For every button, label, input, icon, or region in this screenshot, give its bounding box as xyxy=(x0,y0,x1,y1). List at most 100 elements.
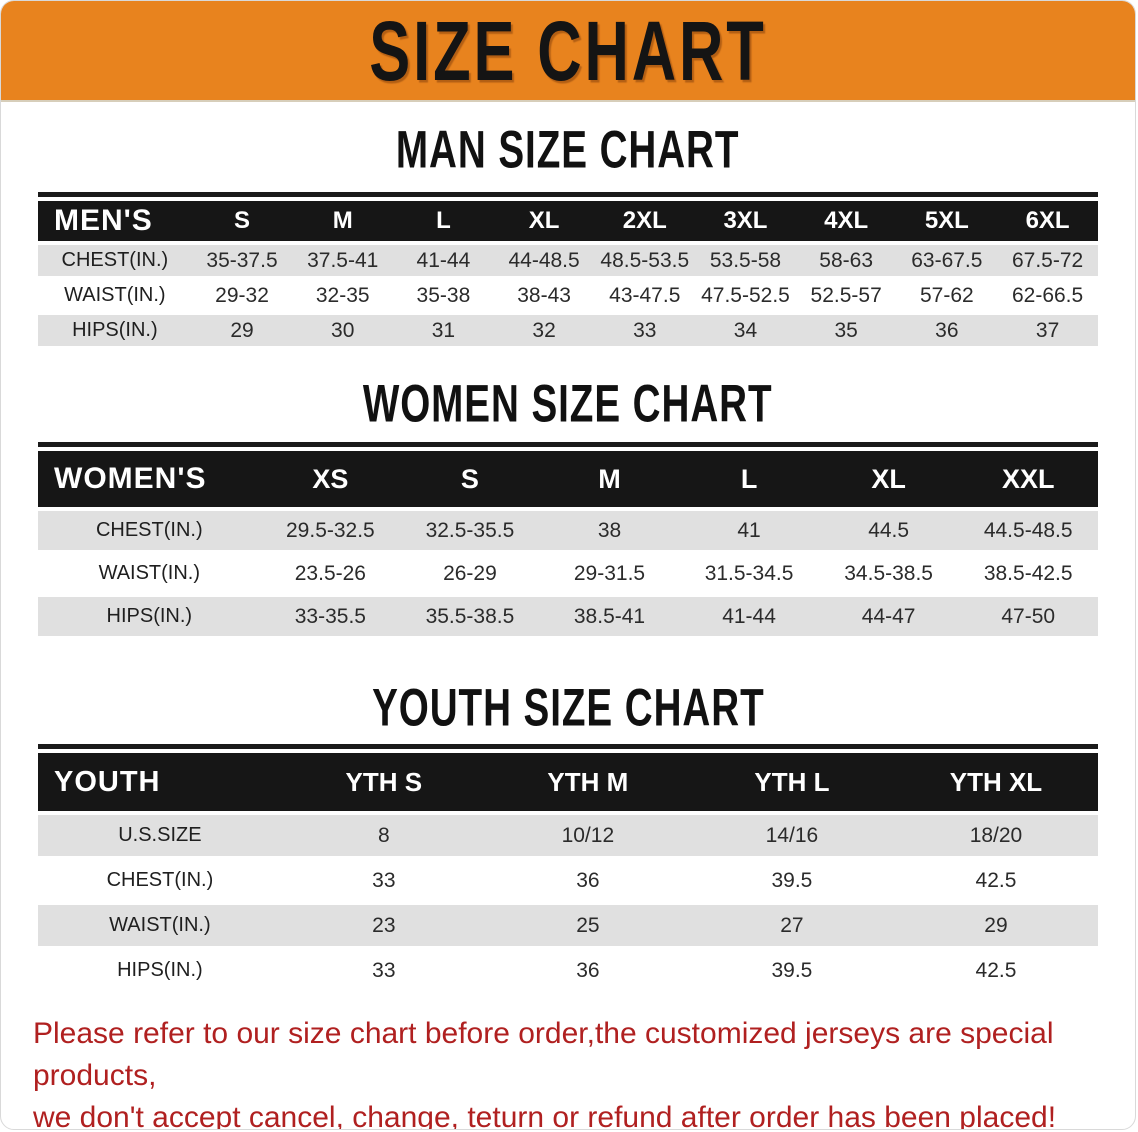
measure-row-label: HIPS(IN.) xyxy=(38,950,282,991)
measure-value: 35.5-38.5 xyxy=(400,597,540,636)
measure-value: 33-35.5 xyxy=(260,597,401,636)
size-column-header: YTH XL xyxy=(893,753,1098,811)
measure-value: 48.5-53.5 xyxy=(594,245,696,276)
measure-value: 44.5-48.5 xyxy=(958,511,1098,550)
women-size-chart-heading: WOMEN SIZE CHART xyxy=(1,374,1135,433)
measure-row-label: CHEST(IN.) xyxy=(38,511,261,550)
measure-row-label: CHEST(IN.) xyxy=(38,245,192,276)
size-header-row: WOMEN'S XS S M L XL XXL xyxy=(38,451,1098,507)
measure-value: 34.5-38.5 xyxy=(818,554,959,593)
measure-value: 42.5 xyxy=(893,950,1098,991)
disclaimer-line-1: Please refer to our size chart before or… xyxy=(33,1017,1054,1092)
measure-value: 36 xyxy=(485,860,690,901)
size-column-header: L xyxy=(679,451,819,507)
size-column-header: 5XL xyxy=(896,201,998,241)
man-size-chart-heading-text: MAN SIZE CHART xyxy=(396,120,740,179)
measure-value: 37 xyxy=(997,315,1098,346)
size-column-header: XXL xyxy=(958,451,1098,507)
measure-value: 38.5-41 xyxy=(539,597,680,636)
measure-value: 38-43 xyxy=(493,280,595,311)
measure-value: 36 xyxy=(896,315,998,346)
measure-value: 44-48.5 xyxy=(493,245,595,276)
size-column-header: L xyxy=(393,201,494,241)
measure-value: 38 xyxy=(539,511,680,550)
measure-value: 30 xyxy=(292,315,394,346)
table-row: WAIST(IN.) 23 25 27 29 xyxy=(38,905,1098,946)
size-column-header: 2XL xyxy=(594,201,696,241)
measure-value: 67.5-72 xyxy=(997,245,1098,276)
measure-value: 18/20 xyxy=(893,815,1098,856)
youth-size-chart-heading-text: YOUTH SIZE CHART xyxy=(371,678,765,737)
size-column-header: M xyxy=(539,451,680,507)
table-row: U.S.SIZE 8 10/12 14/16 18/20 xyxy=(38,815,1098,856)
measure-row-label: HIPS(IN.) xyxy=(38,597,261,636)
measure-row-label: WAIST(IN.) xyxy=(38,905,282,946)
man-size-chart-heading: MAN SIZE CHART xyxy=(1,120,1135,179)
measure-value: 33 xyxy=(594,315,696,346)
measure-value: 27 xyxy=(689,905,894,946)
size-column-header: S xyxy=(191,201,293,241)
measure-value: 57-62 xyxy=(896,280,998,311)
size-column-header: 6XL xyxy=(997,201,1098,241)
size-header-row: YOUTH YTH S YTH M YTH L YTH XL xyxy=(38,753,1098,811)
measure-row-label: CHEST(IN.) xyxy=(38,860,282,901)
measure-value: 35 xyxy=(795,315,897,346)
measure-value: 14/16 xyxy=(689,815,894,856)
measure-value: 10/12 xyxy=(485,815,690,856)
measure-value: 38.5-42.5 xyxy=(958,554,1098,593)
size-column-header: XS xyxy=(260,451,401,507)
table-row: WAIST(IN.) 23.5-26 26-29 29-31.5 31.5-34.5 34… xyxy=(38,554,1098,593)
measure-value: 52.5-57 xyxy=(795,280,897,311)
measure-value: 53.5-58 xyxy=(695,245,796,276)
measure-value: 39.5 xyxy=(689,950,894,991)
measure-value: 58-63 xyxy=(795,245,897,276)
measure-value: 62-66.5 xyxy=(997,280,1098,311)
measure-value: 33 xyxy=(281,950,486,991)
womens-size-table: WOMEN'S XS S M L XL XXL CHEST(IN.) 29.5-32.5 32.5… xyxy=(38,442,1098,640)
size-column-header: YTH S xyxy=(281,753,486,811)
banner-title: SIZE CHART xyxy=(369,2,767,99)
disclaimer-text: Please refer to our size chart before or… xyxy=(1,1013,1135,1129)
table-row: CHEST(IN.) 29.5-32.5 32.5-35.5 38 41 44.5 44.5… xyxy=(38,511,1098,550)
corner-label: WOMEN'S xyxy=(38,451,261,507)
measure-value: 8 xyxy=(281,815,486,856)
measure-value: 33 xyxy=(281,860,486,901)
measure-value: 35-38 xyxy=(393,280,494,311)
corner-label: YOUTH xyxy=(38,753,282,811)
measure-value: 41-44 xyxy=(679,597,819,636)
measure-value: 42.5 xyxy=(893,860,1098,901)
table-row: HIPS(IN.) 29 30 31 32 33 34 35 36 37 xyxy=(38,315,1098,346)
measure-value: 26-29 xyxy=(400,554,540,593)
measure-value: 32 xyxy=(493,315,595,346)
measure-row-label: HIPS(IN.) xyxy=(38,315,192,346)
measure-value: 31 xyxy=(393,315,494,346)
measure-value: 44.5 xyxy=(818,511,959,550)
measure-value: 25 xyxy=(485,905,690,946)
measure-value: 35-37.5 xyxy=(191,245,293,276)
size-chart-banner: SIZE CHART xyxy=(1,1,1135,102)
measure-value: 29.5-32.5 xyxy=(260,511,401,550)
table-row: CHEST(IN.) 35-37.5 37.5-41 41-44 44-48.5 48.5… xyxy=(38,245,1098,276)
table-row: WAIST(IN.) 29-32 32-35 35-38 38-43 43-47.5 47.… xyxy=(38,280,1098,311)
measure-value: 29-32 xyxy=(191,280,293,311)
size-column-header: YTH M xyxy=(485,753,690,811)
mens-size-table: MEN'S S M L XL 2XL 3XL 4XL 5XL 6XL CHEST(IN.) 35-37… xyxy=(38,192,1098,350)
table-row: CHEST(IN.) 33 36 39.5 42.5 xyxy=(38,860,1098,901)
measure-value: 29-31.5 xyxy=(539,554,680,593)
measure-value: 39.5 xyxy=(689,860,894,901)
measure-value: 23.5-26 xyxy=(260,554,401,593)
measure-row-label: U.S.SIZE xyxy=(38,815,282,856)
measure-value: 34 xyxy=(695,315,796,346)
measure-value: 41 xyxy=(679,511,819,550)
size-column-header: XL xyxy=(493,201,595,241)
measure-value: 41-44 xyxy=(393,245,494,276)
youth-size-chart-heading: YOUTH SIZE CHART xyxy=(1,678,1135,737)
size-column-header: YTH L xyxy=(689,753,894,811)
measure-value: 47.5-52.5 xyxy=(695,280,796,311)
size-column-header: 4XL xyxy=(795,201,897,241)
table-row: HIPS(IN.) 33 36 39.5 42.5 xyxy=(38,950,1098,991)
size-column-header: S xyxy=(400,451,540,507)
measure-value: 29 xyxy=(893,905,1098,946)
youth-size-table: YOUTH YTH S YTH M YTH L YTH XL U.S.SIZE 8 10/12… xyxy=(38,744,1098,995)
